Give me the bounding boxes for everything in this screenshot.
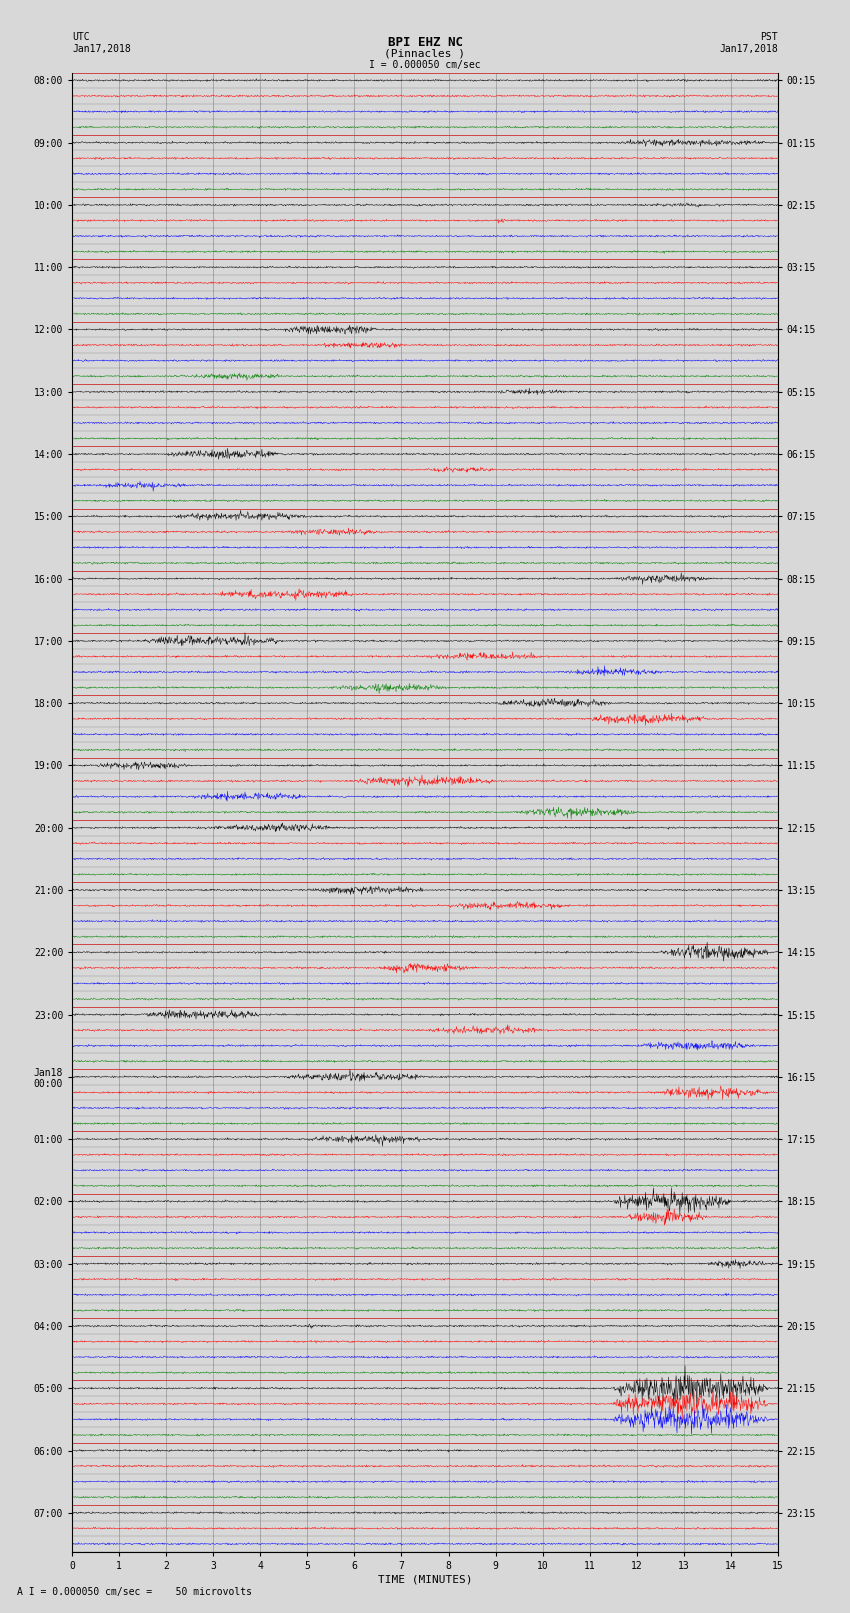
Text: PST: PST xyxy=(760,32,778,42)
Text: A I = 0.000050 cm/sec =    50 microvolts: A I = 0.000050 cm/sec = 50 microvolts xyxy=(17,1587,252,1597)
Text: BPI EHZ NC: BPI EHZ NC xyxy=(388,37,462,50)
Text: Jan17,2018: Jan17,2018 xyxy=(719,44,778,53)
Text: UTC: UTC xyxy=(72,32,90,42)
Text: I = 0.000050 cm/sec: I = 0.000050 cm/sec xyxy=(369,60,481,69)
Text: Jan17,2018: Jan17,2018 xyxy=(72,44,131,53)
X-axis label: TIME (MINUTES): TIME (MINUTES) xyxy=(377,1574,473,1586)
Text: (Pinnacles ): (Pinnacles ) xyxy=(384,48,466,58)
